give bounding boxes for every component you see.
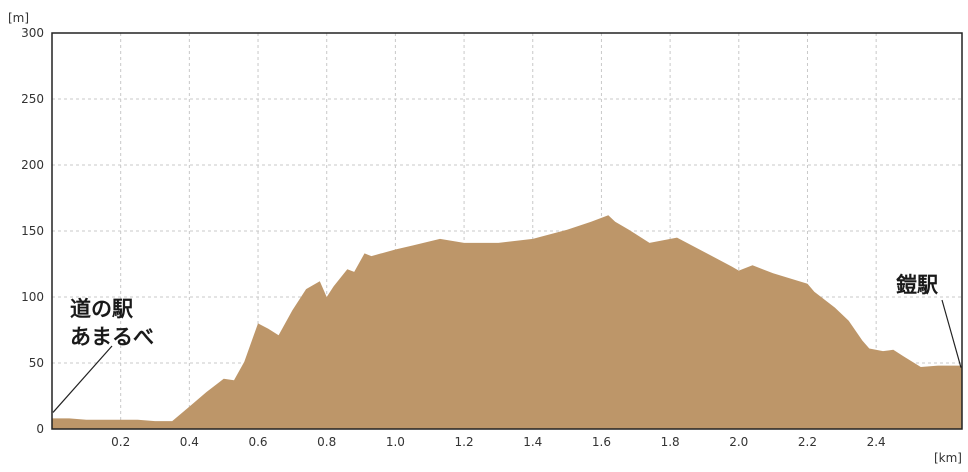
x-tick-label: 1.0 <box>386 435 405 449</box>
y-tick-label: 300 <box>21 26 44 40</box>
ticks-layer: 0 50 100 150 200 250 300 0.2 0.4 0.6 0.8 1.0 1.2 1.4 1… <box>21 26 886 449</box>
annotation-leader-start <box>52 345 113 413</box>
x-tick-label: 0.6 <box>248 435 267 449</box>
annotation-end-station: 鎧駅 <box>896 273 939 297</box>
x-axis-unit: [km] <box>934 451 962 465</box>
y-tick-label: 250 <box>21 92 44 106</box>
y-tick-label: 50 <box>29 356 44 370</box>
x-tick-label: 2.4 <box>867 435 886 449</box>
x-tick-label: 1.4 <box>523 435 542 449</box>
annotation-leader-end <box>941 299 962 368</box>
y-tick-label: 0 <box>36 422 44 436</box>
x-tick-label: 1.2 <box>455 435 474 449</box>
x-tick-label: 2.2 <box>798 435 817 449</box>
plot-frame <box>51 32 963 430</box>
y-tick-label: 200 <box>21 158 44 172</box>
x-tick-label: 0.8 <box>317 435 336 449</box>
x-tick-label: 1.8 <box>661 435 680 449</box>
x-tick-label: 2.0 <box>729 435 748 449</box>
elevation-area <box>52 215 962 429</box>
y-tick-label: 100 <box>21 290 44 304</box>
x-tick-label: 0.4 <box>180 435 199 449</box>
annotation-start-station: 道の駅あまるべ <box>70 297 154 349</box>
x-tick-label: 1.6 <box>592 435 611 449</box>
x-tick-label: 0.2 <box>111 435 130 449</box>
y-tick-label: 150 <box>21 224 44 238</box>
y-axis-unit: [m] <box>8 11 29 25</box>
annotation-layer: 道の駅あまるべ 鎧駅 <box>52 273 962 413</box>
